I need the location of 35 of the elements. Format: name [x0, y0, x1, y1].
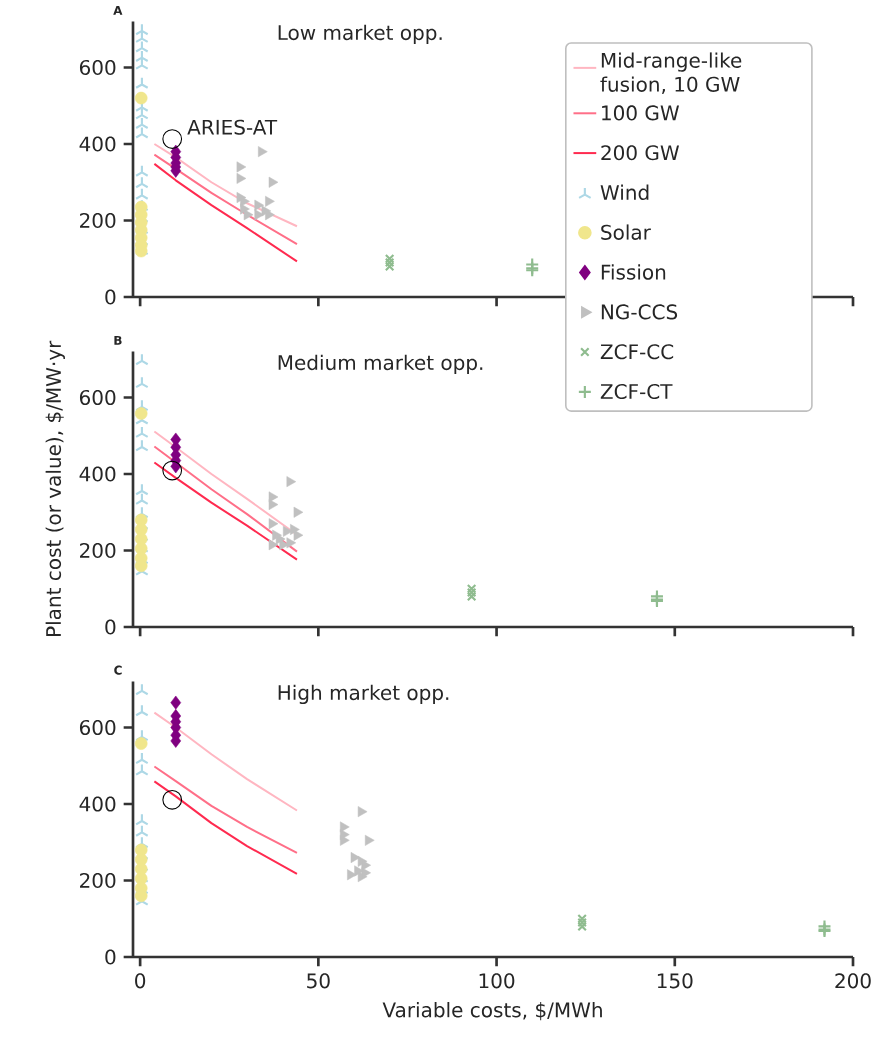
legend-label: ZCF-CC [600, 344, 674, 360]
chart-title: Medium market opp. [278, 354, 483, 375]
y-tick-label: 600 [79, 389, 116, 406]
chart-title: High market opp. [278, 684, 449, 705]
legend-label: Mid-range-like fusion, 10 GW [600, 52, 742, 94]
y-tick-label: 400 [79, 796, 116, 812]
y-tick-label: 0 [105, 619, 116, 635]
chart-title: Low market opp. [278, 24, 442, 45]
y-tick-label: 200 [80, 212, 116, 229]
x-tick-label: 100 [479, 973, 515, 989]
x-tick-label: 50 [307, 973, 330, 989]
legend-label: NG-CCS [601, 304, 678, 320]
x-tick-label: 0 [135, 973, 146, 989]
text: A [113, 5, 123, 15]
text: B [114, 335, 122, 345]
legend-label: Fission [601, 264, 666, 280]
annotation: ARIES-AT [187, 119, 278, 135]
y-tick-label: 600 [79, 59, 116, 76]
legend-label: 100 GW [602, 105, 680, 121]
y-tick-label: 0 [105, 289, 116, 305]
y-tick-label: 400 [79, 136, 116, 152]
y-tick-label: 200 [80, 542, 116, 559]
y-axis-title: Plant cost (or value), $/MW·yr [45, 340, 65, 636]
x-tick-label: 150 [657, 973, 693, 989]
legend-label: ZCF-CT [600, 383, 673, 400]
text: C [114, 665, 122, 675]
x-tick-label: 200 [835, 973, 871, 989]
x-axis-title: Variable costs, $/MWh [382, 1002, 602, 1021]
y-tick-label: 0 [105, 949, 116, 965]
legend-label: Wind [600, 184, 649, 201]
legend-label: 200 GW [601, 145, 680, 161]
y-tick-label: 600 [79, 719, 116, 736]
y-tick-label: 200 [80, 872, 116, 889]
y-tick-label: 400 [79, 466, 116, 482]
legend-label: Solar [601, 224, 651, 240]
